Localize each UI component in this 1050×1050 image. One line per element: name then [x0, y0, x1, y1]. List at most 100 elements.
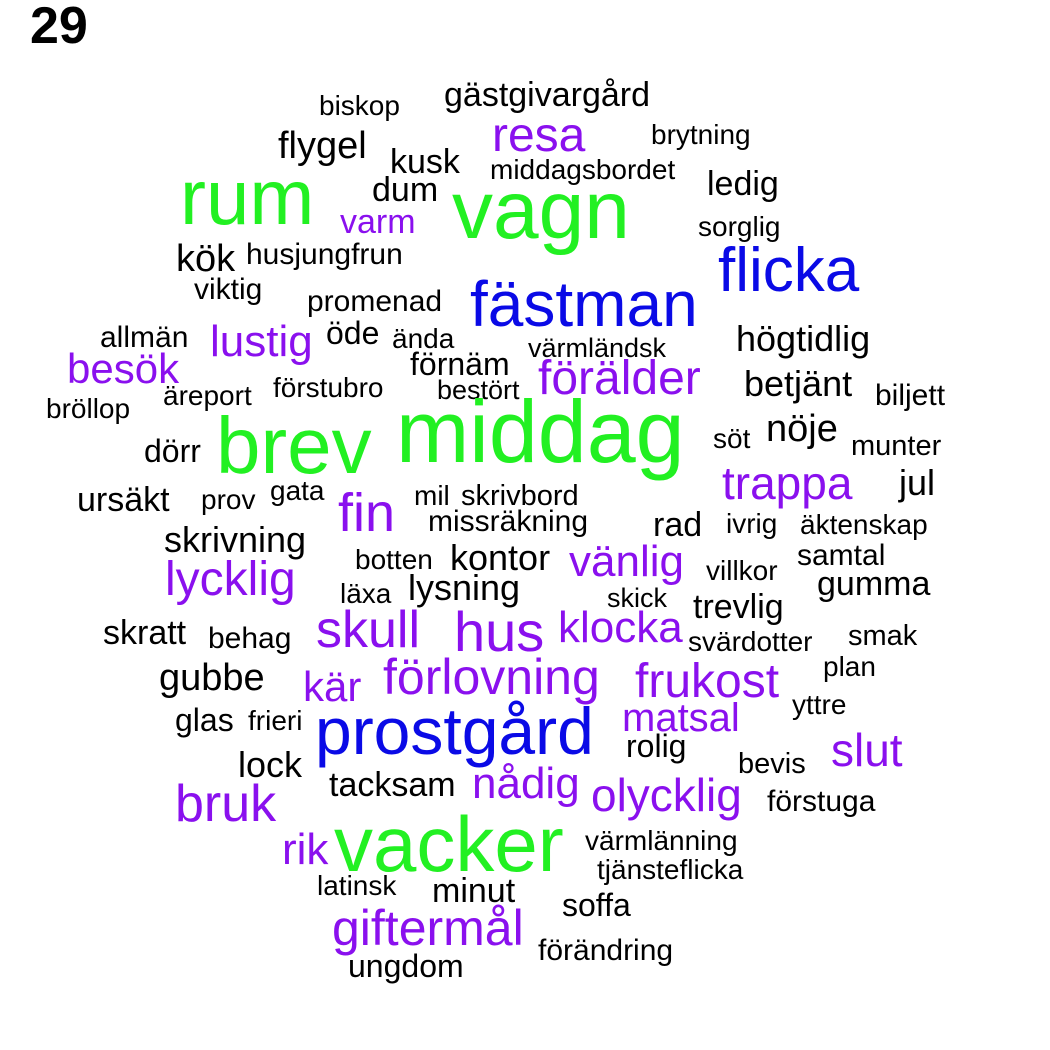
- word-aktenskap: äktenskap: [800, 509, 928, 540]
- word-gastgivargard: gästgivargård: [444, 76, 651, 114]
- word-viktig: viktig: [194, 273, 263, 306]
- word-lustig: lustig: [210, 317, 313, 366]
- word-flicka: flicka: [718, 236, 860, 305]
- word-lysning: lysning: [408, 567, 521, 608]
- word-forstubro: förstubro: [273, 372, 384, 403]
- word-slut: slut: [831, 724, 903, 776]
- word-ivrig: ivrig: [726, 508, 778, 539]
- word-vanlig: vänlig: [569, 537, 684, 586]
- word-tjansteflicka: tjänsteflicka: [597, 854, 744, 885]
- word-jul: jul: [899, 462, 936, 503]
- word-gubbe: gubbe: [159, 657, 265, 699]
- word-kusk: kusk: [390, 143, 460, 181]
- word-forstuga: förstuga: [767, 785, 876, 818]
- word-missrakning: missräkning: [428, 505, 589, 538]
- word-mil: mil: [414, 480, 450, 511]
- word-plan: plan: [823, 651, 876, 682]
- word-allman: allmän: [100, 321, 189, 354]
- word-olycklig: olycklig: [591, 769, 742, 821]
- word-forandring: förändring: [538, 934, 674, 967]
- word-varmlandsk: värmländsk: [528, 333, 667, 363]
- word-forlovning: förlovning: [383, 649, 600, 705]
- word-lycklig: lycklig: [165, 553, 296, 606]
- word-sorglig: sorglig: [698, 211, 781, 242]
- word-trevlig: trevlig: [693, 588, 784, 626]
- word-brev: brev: [216, 401, 372, 490]
- word-brytning: brytning: [651, 119, 751, 150]
- word-skick: skick: [607, 583, 667, 613]
- word-biljett: biljett: [875, 379, 946, 412]
- word-svardotter: svärdotter: [688, 626, 813, 657]
- page-number: 29: [30, 0, 88, 55]
- word-nadig: nådig: [472, 759, 580, 808]
- word-prostgard: prostgård: [315, 694, 594, 768]
- word-glas: glas: [175, 702, 234, 738]
- word-skrivning: skrivning: [164, 519, 307, 560]
- word-skratt: skratt: [103, 614, 187, 652]
- word-ursakt: ursäkt: [77, 481, 170, 519]
- word-fin: fin: [338, 483, 396, 543]
- word-foralder: förälder: [538, 352, 701, 405]
- word-flygel: flygel: [278, 125, 367, 167]
- word-botten: botten: [355, 544, 433, 575]
- word-anda: ända: [392, 323, 455, 354]
- word-ode: öde: [326, 315, 380, 351]
- word-gumma: gumma: [817, 565, 931, 603]
- word-laxa: läxa: [340, 578, 392, 609]
- word-besok: besök: [67, 345, 180, 392]
- word-noje: nöje: [766, 408, 838, 450]
- word-promenad: promenad: [307, 285, 443, 318]
- word-minut: minut: [432, 872, 516, 910]
- word-matsal: matsal: [622, 696, 740, 740]
- word-frukost: frukost: [635, 655, 780, 708]
- word-fornam: förnäm: [410, 346, 510, 382]
- word-varm: varm: [340, 203, 416, 241]
- word-yttre: yttre: [792, 689, 847, 720]
- word-husjungfrun: husjungfrun: [246, 238, 403, 271]
- word-middagsbordet: middagsbordet: [490, 154, 676, 185]
- word-munter: munter: [851, 430, 942, 462]
- word-varmlanning: värmlänning: [585, 825, 738, 856]
- word-latinsk: latinsk: [317, 870, 397, 901]
- word-sot: söt: [713, 423, 751, 454]
- word-samtal: samtal: [797, 539, 886, 572]
- word-kontor: kontor: [450, 537, 551, 578]
- word-rolig: rolig: [626, 728, 687, 764]
- word-hus: hus: [454, 600, 545, 663]
- word-bestort: bestört: [437, 375, 520, 405]
- word-frieri: frieri: [248, 705, 303, 736]
- word-dum: dum: [372, 171, 439, 209]
- word-areport: äreport: [163, 380, 252, 411]
- word-brollop: bröllop: [46, 393, 131, 424]
- word-soffa: soffa: [562, 887, 631, 923]
- word-trappa: trappa: [722, 457, 853, 509]
- word-betjant: betjänt: [744, 363, 853, 404]
- word-resa: resa: [492, 109, 586, 162]
- word-gata: gata: [270, 475, 325, 506]
- word-bevis: bevis: [738, 748, 806, 780]
- word-prov: prov: [201, 484, 256, 515]
- word-skrivbord: skrivbord: [461, 480, 579, 512]
- word-dorr: dörr: [144, 433, 201, 469]
- word-rik: rik: [282, 825, 329, 874]
- word-rum: rum: [180, 153, 315, 241]
- word-skull: skull: [316, 601, 421, 659]
- word-behag: behag: [208, 622, 292, 655]
- word-giftermal: giftermål: [332, 900, 524, 956]
- word-vagn: vagn: [452, 165, 630, 256]
- word-villkor: villkor: [706, 555, 778, 586]
- word-klocka: klocka: [558, 603, 683, 652]
- word-smak: smak: [848, 620, 918, 652]
- word-kar: kär: [303, 663, 362, 710]
- word-kok: kök: [176, 238, 236, 280]
- word-ledig: ledig: [707, 165, 779, 203]
- word-lock: lock: [238, 744, 303, 785]
- word-fastman: fästman: [470, 268, 698, 340]
- word-middag: middag: [396, 382, 685, 481]
- word-rad: rad: [653, 506, 703, 544]
- word-hogtidlig: högtidlig: [736, 318, 871, 359]
- word-ungdom: ungdom: [348, 948, 464, 984]
- word-tacksam: tacksam: [329, 766, 456, 804]
- word-vacker: vacker: [334, 800, 564, 888]
